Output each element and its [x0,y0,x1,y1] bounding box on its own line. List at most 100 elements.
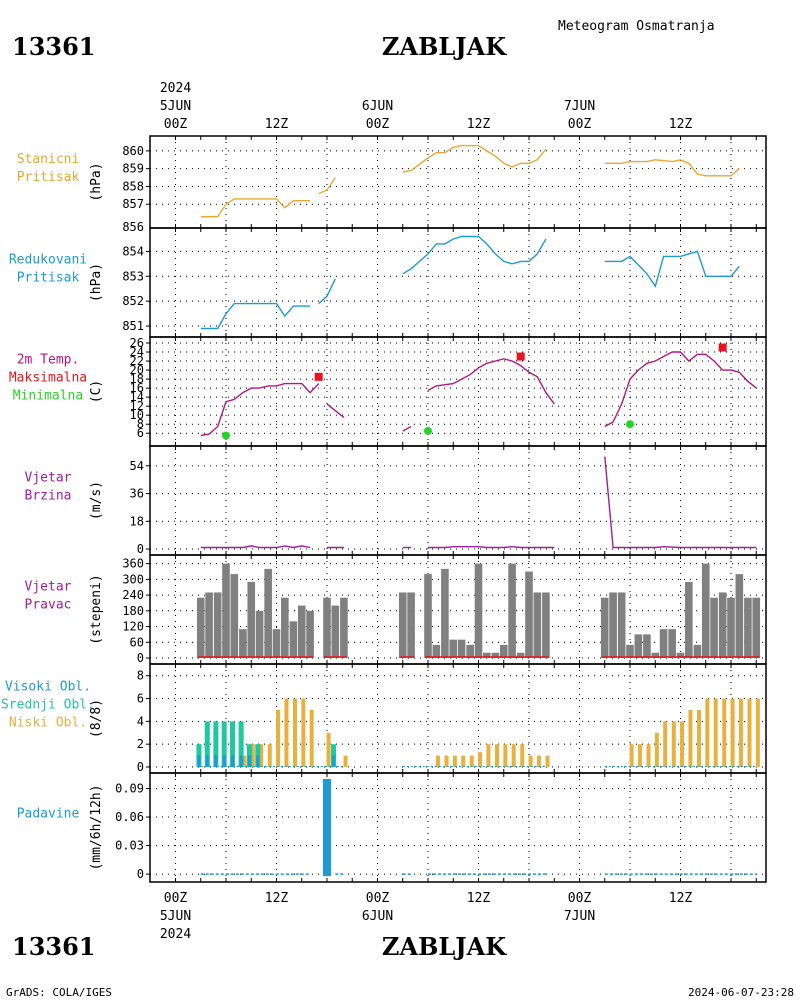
panel-label-line: Maksimalna [9,371,87,386]
cloud-bar [259,744,264,767]
wind-dir-bar [213,592,222,658]
cloud-bar [486,744,491,767]
cloud-bar [343,755,348,767]
y-tick-label: 54 [130,459,144,473]
series-line [604,159,740,177]
cloud-bar [495,744,500,767]
cloud-bar [231,755,235,767]
cloud-bar [646,744,651,767]
footer-credit: GrADS: COLA/IGES [6,986,112,999]
panel-label-line: Redukovani [9,253,87,268]
cloud-bar [239,755,243,767]
panel-precipitation: 0 0.03 0.06 0.09 (mm/6h/12h) Padavine [17,772,767,883]
wind-dir-bar [499,644,508,658]
unit-label: (mm/6h/12h) [89,784,104,870]
panel-label-line: Pritisak [17,170,80,185]
series-line [318,177,336,195]
cloud-bar [469,755,474,767]
top-year-label: 2024 [160,81,191,96]
series-line [604,456,757,549]
wind-dir-bar [735,574,744,658]
cloud-bar [326,732,331,767]
cloud-bar [654,732,659,767]
cloud-bar [663,721,668,767]
y-tick-label: 20 [130,363,144,377]
y-tick-label: 180 [122,604,144,618]
series-line [402,144,547,173]
panel-label-line: Pravac [25,598,72,613]
cloud-bar [293,698,298,767]
unit-label: (C) [89,380,104,403]
bottom-date-label: 7JUN [564,909,595,924]
y-tick-label: 852 [122,294,144,308]
y-tick-label: 0.06 [115,810,144,824]
wind-dir-bar [424,574,432,658]
wind-dir-bar [297,605,306,658]
station-name-top: ZABLJAK [382,32,507,61]
y-tick-label: 26 [130,336,144,350]
cloud-bar [238,721,244,767]
unit-label: (hPa) [89,162,104,201]
y-tick-label: 856 [122,220,144,234]
panel-label-line: Padavine [17,807,80,822]
cloud-bar [205,755,209,767]
wind-dir-bar [651,652,660,658]
wind-dir-bar [432,644,441,658]
y-tick-label: 240 [122,588,144,602]
panels: 857858859860856(hPa)StanicniPritisak8518… [1,135,767,883]
cloud-bar [511,744,516,767]
wind-dir-bar [634,634,643,658]
wind-dir-bar [609,592,617,658]
wind-dir-bar [668,629,676,658]
wind-dir-bar [407,592,415,658]
series-line [318,278,336,305]
cloud-bar [755,698,760,767]
wind-dir-bar [483,652,491,658]
wind-dir-bar [306,610,314,658]
top-hour-label: 00Z [568,117,592,132]
y-tick-label: 120 [122,620,144,634]
panel-label-line: Stanicni [17,152,80,167]
wind-dir-bar [516,652,525,658]
wind-dir-bar [744,597,752,658]
cloud-bar [452,755,457,767]
y-tick-label: 851 [122,319,144,333]
bottom-time-axis: 00Z 5JUN 2024 12Z 00Z 6JUN 12Z 00Z 7JUN 12Z [160,891,693,942]
series-line [402,235,547,275]
panel-frame [149,135,767,229]
cloud-bar [503,744,508,767]
top-hour-label: 00Z [366,117,390,132]
cloud-bar [230,721,236,767]
cloud-bar [284,698,289,767]
footer-timestamp: 2024-06-07-23:28 [688,986,794,999]
tmax-marker [516,352,525,361]
wind-dir-bar [752,597,761,658]
y-tick-label: 18 [130,514,144,528]
product-title: Meteogram Osmatranja [558,19,715,34]
y-tick-label: 24 [130,345,144,359]
y-tick-label: 4 [137,714,144,728]
wind-dir-bar [508,563,516,658]
y-tick-label: 8 [137,669,144,683]
cloud-bar [213,721,219,767]
y-tick-label: 14 [130,390,144,404]
series-line [427,358,555,405]
wind-dir-bar [281,597,289,658]
bottom-hour-label: 12Z [467,891,491,906]
y-tick-label: 36 [130,487,144,501]
y-tick-label: 360 [122,557,144,571]
wind-dir-bar [693,644,702,658]
tmax-marker [718,343,727,352]
panel-reduced-pressure: 851 852 853 854 (hPa)Redukovani Pritisak [9,227,767,338]
bottom-date-label: 6JUN [362,909,393,924]
panel-label-line: Vjetar [25,471,72,486]
panel-label-line: 2m Temp. [17,353,80,368]
panel-label-line: Niski Obl. [9,716,87,731]
bottom-date-label: 5JUN [160,909,191,924]
unit-label: (8/8) [89,699,104,738]
y-tick-label: 60 [130,635,144,649]
series-line [200,302,311,330]
y-tick-label: 300 [122,572,144,586]
panel-frame [149,336,767,447]
panel-frame [149,772,767,883]
